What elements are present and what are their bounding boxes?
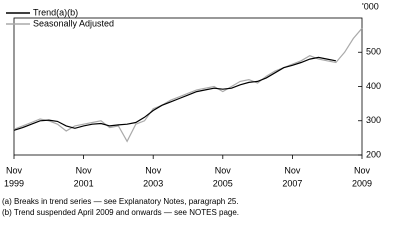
x-tick-label: Nov — [284, 165, 301, 175]
legend-label: Trend(a)(b) — [33, 7, 78, 17]
x-tick-label: 2005 — [213, 178, 233, 188]
footnote: (b) Trend suspended April 2009 and onwar… — [2, 208, 239, 217]
y-tick-label: 500 — [366, 47, 381, 57]
footnote: (a) Breaks in trend series — see Explana… — [2, 197, 239, 206]
y-unit: '000 — [362, 1, 379, 11]
y-tick-label: 400 — [366, 81, 381, 91]
x-tick-label: 2003 — [143, 178, 163, 188]
x-tick-label: 2009 — [352, 178, 372, 188]
y-tick-label: 200 — [366, 149, 381, 159]
x-tick-label: Nov — [215, 165, 232, 175]
plot-frame — [13, 17, 363, 156]
x-tick-label: 2001 — [74, 178, 94, 188]
series-line — [13, 27, 363, 143]
legend-label: Seasonally Adjusted — [33, 18, 114, 28]
x-tick-label: Nov — [354, 165, 371, 175]
y-tick-label: 300 — [366, 115, 381, 125]
x-tick-label: Nov — [76, 165, 93, 175]
series-line — [13, 56, 337, 131]
x-tick-label: Nov — [145, 165, 162, 175]
chart: '000 (a) Breaks in trend series — see Ex… — [2, 1, 381, 217]
x-tick-label: 1999 — [4, 178, 24, 188]
x-tick-label: 2007 — [282, 178, 302, 188]
x-tick-label: Nov — [6, 165, 23, 175]
